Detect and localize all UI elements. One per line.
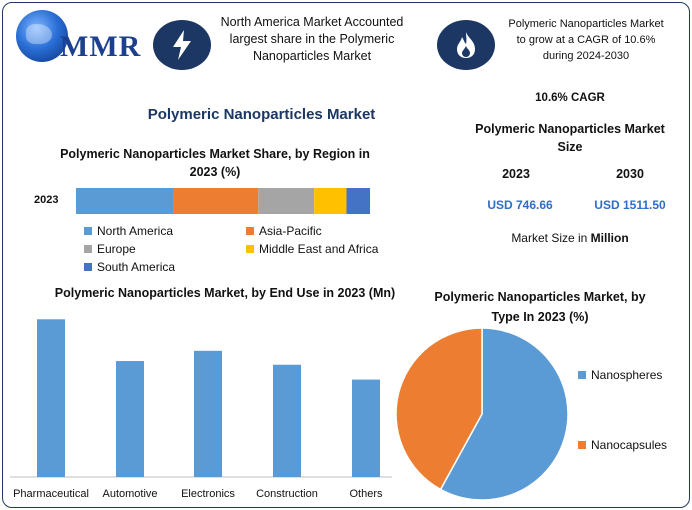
mmr-logo: MMR [10,8,140,68]
unit-prefix: Market Size in [511,231,591,245]
pie-legend-nanospheres: Nanospheres [578,368,662,382]
end-use-tick-label: Electronics [181,488,235,500]
end-use-bar-1 [116,361,144,477]
main-title: Polymeric Nanoparticles Market [147,106,376,123]
end-use-bar-0 [37,319,65,477]
logo-text: MMR [60,30,142,63]
type-pie-title: Polymeric Nanoparticles Market, by Type … [434,290,646,324]
end-use-bar-4 [352,379,380,477]
end-use-bar-3 [273,364,301,477]
legend-swatch [84,263,92,271]
cagr-label: 10.6% CAGR [535,92,605,104]
end-use-tick-label: Construction [256,488,318,500]
globe-icon [16,10,68,62]
region-share-segment-2 [258,188,315,214]
region-share-segment-4 [346,188,370,214]
market-size-title: Polymeric Nanoparticles Market Size [475,122,665,154]
region-share-title: Polymeric Nanoparticles Market Share, by… [60,147,370,179]
legend-swatch [246,245,254,253]
callout-left-text: North America Market Accounted largest s… [220,15,404,63]
legend-label: Europe [97,242,136,256]
legend-item: North America [84,224,173,238]
legend-label: Nanospheres [591,368,663,382]
pie-slice-1 [395,327,483,491]
unit-bold: Million [590,231,629,245]
value-start: USD 746.66 [487,198,553,212]
end-use-tick-label: Automotive [102,488,157,500]
legend-swatch [578,371,586,379]
end-use-bar-2 [194,350,222,477]
end-use-chart: Pharmaceutical Automotive Electronics Const… [10,319,392,500]
market-size-unit: Market Size in Million [470,231,670,245]
pie-legend-nanocapsules: Nanocapsules [578,438,667,452]
legend-swatch [84,227,92,235]
legend-label: Middle East and Africa [259,242,379,256]
end-use-tick-label: Pharmaceutical [13,488,89,500]
legend-label: Asia-Pacific [259,224,322,238]
region-share-segment-3 [314,188,347,214]
region-share-segment-1 [173,188,259,214]
region-share-chart [76,188,370,214]
lightning-icon [153,20,211,70]
legend-label: North America [97,224,174,238]
type-pie-chart [395,327,569,501]
region-share-category: 2023 [34,194,59,206]
legend-swatch [578,441,586,449]
callout-right-text: Polymeric Nanoparticles Market to grow a… [508,18,664,62]
legend-swatch [246,227,254,235]
legend-label: Nanocapsules [591,438,668,452]
year-start: 2023 [502,167,530,181]
legend-item: Middle East and Africa [246,242,378,256]
legend-label: South America [97,260,176,274]
legend-swatch [84,245,92,253]
legend-item: Europe [84,242,136,256]
region-share-segment-0 [76,188,174,214]
end-use-tick-label: Others [349,488,383,500]
end-use-title: Polymeric Nanoparticles Market, by End U… [54,286,396,300]
year-end: 2030 [616,167,644,181]
value-end: USD 1511.50 [594,198,666,212]
flame-icon [437,20,495,70]
pie-slice-0 [439,327,569,501]
legend-item: Asia-Pacific [246,224,322,238]
legend-item: South America [84,260,175,274]
